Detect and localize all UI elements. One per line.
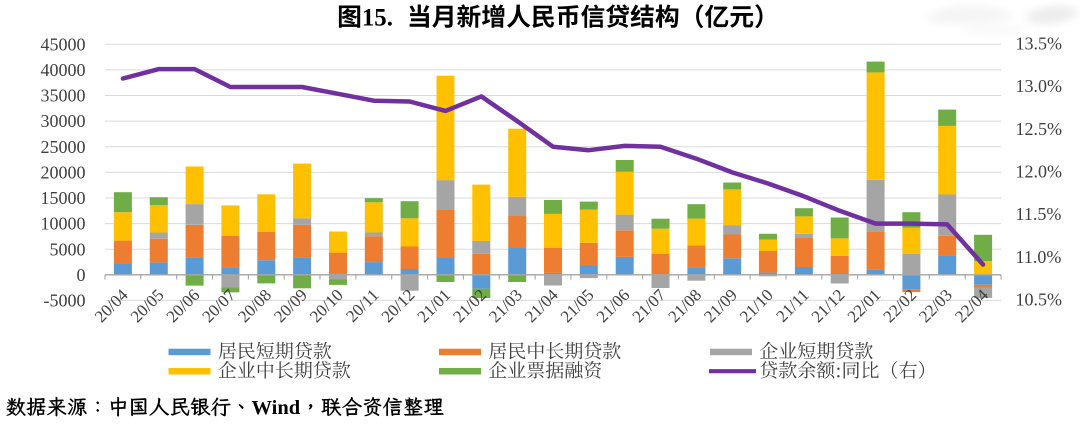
svg-text:11.0%: 11.0%	[1016, 247, 1062, 267]
svg-text:25000: 25000	[41, 137, 86, 157]
svg-text:10000: 10000	[41, 214, 86, 234]
svg-text:0: 0	[77, 265, 86, 285]
svg-text:15.: 15.	[362, 5, 393, 32]
svg-text:Wind: Wind	[252, 397, 301, 419]
svg-text:30000: 30000	[41, 111, 86, 131]
svg-text:35000: 35000	[41, 86, 86, 106]
svg-text:5000: 5000	[50, 239, 86, 259]
svg-text:15000: 15000	[41, 188, 86, 208]
svg-text:13.0%: 13.0%	[1016, 76, 1063, 96]
svg-text:40000: 40000	[41, 60, 86, 80]
svg-text:11.5%: 11.5%	[1016, 204, 1062, 224]
svg-text:12.5%: 12.5%	[1016, 119, 1063, 139]
svg-text:-5000: -5000	[44, 291, 86, 311]
svg-text:13.5%: 13.5%	[1016, 34, 1063, 54]
svg-text:10.5%: 10.5%	[1016, 290, 1063, 310]
svg-text:12.0%: 12.0%	[1016, 162, 1063, 182]
svg-text:45000: 45000	[41, 34, 86, 54]
svg-text:20000: 20000	[41, 163, 86, 183]
